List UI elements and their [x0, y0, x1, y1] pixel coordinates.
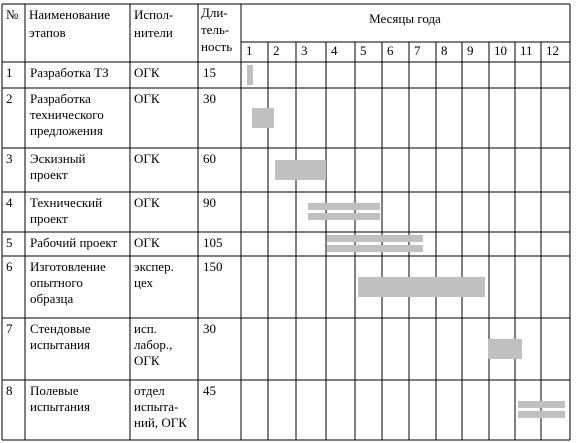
- header-executors: Испол-: [134, 7, 173, 22]
- stage-name: Разработка ТЗ: [30, 65, 109, 80]
- stage-name: опытного: [30, 275, 83, 290]
- month-label: 9: [467, 43, 474, 58]
- executors: ОГК: [134, 195, 160, 210]
- stage-name: испытания: [30, 337, 90, 352]
- header-duration: ность: [201, 39, 232, 54]
- duration: 30: [203, 91, 216, 106]
- row-num: 1: [6, 65, 13, 80]
- month-label: 12: [546, 43, 559, 58]
- duration: 15: [203, 65, 216, 80]
- row-num: 6: [6, 259, 13, 274]
- stage-name: испытания: [30, 399, 90, 414]
- executors: цех: [134, 275, 154, 290]
- gantt-bar: [518, 401, 565, 408]
- header-duration: Дли-: [201, 5, 228, 20]
- stage-name: Технический: [30, 195, 102, 210]
- stage-name: технического: [30, 107, 104, 122]
- executors: ОГК: [134, 235, 160, 250]
- executors: ний, ОГК: [134, 415, 187, 430]
- month-label: 2: [273, 43, 280, 58]
- month-label: 8: [441, 43, 448, 58]
- stage-name: Изготовление: [30, 259, 106, 274]
- row-num: 3: [6, 151, 13, 166]
- months-title: Месяцы года: [369, 11, 441, 26]
- stage-name: образца: [30, 291, 73, 306]
- duration: 60: [203, 151, 216, 166]
- gantt-bar: [488, 339, 522, 359]
- month-label: 5: [360, 43, 367, 58]
- month-label: 3: [301, 43, 308, 58]
- duration: 150: [203, 259, 223, 274]
- header-num: №: [6, 7, 18, 22]
- header-duration: тель-: [201, 22, 229, 37]
- executors: исп.: [134, 321, 157, 336]
- gantt-bar: [358, 277, 485, 297]
- header-executors: нители: [134, 25, 173, 40]
- stage-name: Стендовые: [30, 321, 91, 336]
- gantt-bar: [518, 411, 565, 418]
- stage-name: проект: [30, 167, 68, 182]
- executors: ОГК: [134, 65, 160, 80]
- row-num: 2: [6, 91, 13, 106]
- executors: ОГК: [134, 91, 160, 106]
- gantt-bar: [327, 235, 423, 242]
- executors: ОГК: [134, 353, 160, 368]
- executors: испыта-: [134, 399, 178, 414]
- row-num: 4: [6, 195, 13, 210]
- stage-name: предложения: [30, 123, 103, 138]
- executors: ОГК: [134, 151, 160, 166]
- header-name: этапов: [29, 25, 66, 40]
- gantt-bar: [308, 213, 380, 220]
- gantt-bar: [247, 65, 253, 85]
- gantt-bar: [308, 203, 380, 210]
- stage-name: Рабочий проект: [30, 235, 118, 250]
- stage-name: Полевые: [30, 383, 79, 398]
- month-label: 1: [246, 43, 253, 58]
- month-label: 6: [387, 43, 394, 58]
- gantt-bar: [327, 245, 423, 252]
- header-name: Наименование: [29, 7, 110, 22]
- month-label: 10: [494, 43, 507, 58]
- duration: 105: [203, 235, 223, 250]
- duration: 30: [203, 321, 216, 336]
- month-label: 7: [414, 43, 421, 58]
- row-num: 7: [6, 321, 13, 336]
- row-num: 8: [6, 383, 13, 398]
- stage-name: проект: [30, 211, 68, 226]
- duration: 90: [203, 195, 216, 210]
- month-label: 4: [331, 43, 338, 58]
- duration: 45: [203, 383, 216, 398]
- executors: лабор.,: [134, 337, 172, 352]
- gantt-bar: [275, 160, 326, 180]
- executors: экспер.: [134, 259, 174, 274]
- stage-name: Эскизный: [30, 151, 85, 166]
- executors: отдел: [134, 383, 165, 398]
- row-num: 5: [6, 235, 13, 250]
- stage-name: Разработка: [30, 91, 91, 106]
- month-label: 11: [520, 43, 533, 58]
- gantt-bar: [252, 108, 274, 128]
